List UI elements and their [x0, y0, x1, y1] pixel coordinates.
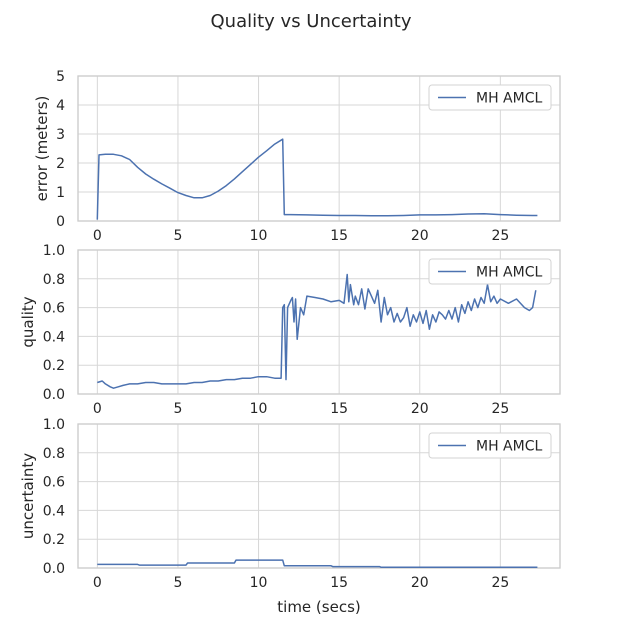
x-tick-label: 20 — [411, 228, 429, 244]
legend-label: MH AMCL — [476, 265, 542, 281]
x-tick-label: 10 — [250, 401, 268, 417]
subplot-2: 0 5 10 15 20 25 0.0 0.2 0.4 0.6 0.8 1.0 quality MH AM… — [19, 243, 561, 417]
x-tick-label: 0 — [93, 575, 102, 591]
x-tick-label: 10 — [250, 228, 268, 244]
series-line-mh-amcl — [96, 138, 538, 220]
y-axis-label: quality — [19, 296, 37, 347]
legend: MH AMCL — [428, 84, 552, 111]
y-tick-label: 0.2 — [43, 532, 65, 548]
x-tick-label: 5 — [173, 228, 182, 244]
legend-box — [428, 84, 552, 111]
legend-label: MH AMCL — [476, 91, 542, 107]
y-tick-label: 2 — [56, 156, 65, 172]
y-tick-label: 0.0 — [43, 561, 65, 577]
y-tick-label: 0 — [56, 214, 65, 230]
legend: MH AMCL — [428, 432, 552, 459]
plot-frame — [77, 423, 561, 569]
series-line-mh-amcl — [97, 273, 537, 389]
x-tick-label: 0 — [93, 228, 102, 244]
y-tick-label: 0.8 — [43, 272, 65, 288]
x-tick-label: 15 — [330, 575, 348, 591]
x-axis-label: time (secs) — [277, 598, 360, 616]
x-tick-label: 20 — [411, 575, 429, 591]
subplot-3: 0 5 10 15 20 25 0.0 0.2 0.4 0.6 0.8 1.0 uncertainty M… — [19, 417, 561, 591]
y-tick-label: 0.6 — [43, 301, 65, 317]
x-tick-label: 0 — [93, 401, 102, 417]
y-tick-label: 1.0 — [43, 243, 65, 259]
x-tick-label: 25 — [491, 575, 509, 591]
legend-box — [428, 258, 552, 285]
y-axis-label: uncertainty — [19, 453, 37, 539]
x-tick-label: 15 — [330, 401, 348, 417]
y-tick-label: 0.4 — [43, 329, 65, 345]
y-tick-label: 1.0 — [43, 417, 65, 433]
x-tick-label: 25 — [491, 401, 509, 417]
series-line-mh-amcl — [97, 559, 538, 569]
y-tick-label: 0.4 — [43, 503, 65, 519]
x-tick-label: 5 — [173, 575, 182, 591]
y-tick-label: 3 — [56, 127, 65, 143]
plot-frame — [77, 75, 561, 222]
y-tick-label: 5 — [56, 69, 65, 85]
y-axis-label: error (meters) — [33, 96, 51, 202]
y-tick-label: 0.0 — [43, 387, 65, 403]
plot-frame — [77, 249, 561, 395]
legend-label: MH AMCL — [476, 439, 542, 455]
x-tick-label: 20 — [411, 401, 429, 417]
x-tick-label: 5 — [173, 401, 182, 417]
x-tick-label: 25 — [491, 228, 509, 244]
legend: MH AMCL — [428, 258, 552, 285]
chart-title: Quality vs Uncertainty — [211, 11, 412, 32]
y-tick-label: 0.6 — [43, 475, 65, 491]
subplot-1: 0 5 10 15 20 25 0 1 2 3 4 5 error (meters) MH AMCL — [33, 69, 561, 244]
y-tick-label: 0.8 — [43, 446, 65, 462]
x-tick-label: 15 — [330, 228, 348, 244]
x-tick-label: 10 — [250, 575, 268, 591]
y-tick-label: 0.2 — [43, 358, 65, 374]
y-tick-label: 4 — [56, 98, 65, 114]
y-tick-label: 1 — [56, 185, 65, 201]
legend-box — [428, 432, 552, 459]
